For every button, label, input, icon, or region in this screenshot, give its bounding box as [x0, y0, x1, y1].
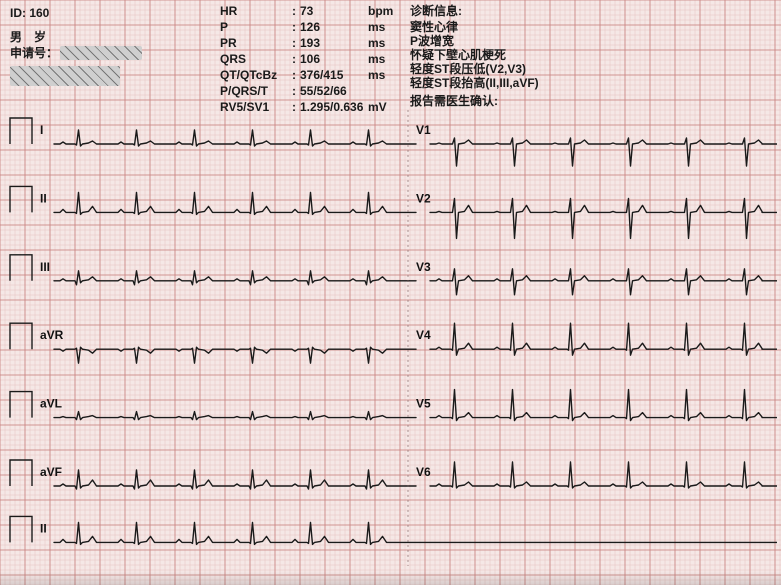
- ecg-traces: I V1 II V2 III V3 aVR V4 aVL V5 aVF V6 II: [4, 110, 777, 580]
- param-unit: ms: [368, 36, 385, 50]
- diagnosis-line: 轻度ST段压低(V2,V3): [410, 62, 610, 76]
- param-value: 126: [300, 20, 362, 34]
- param-value: 1.295/0.636: [300, 100, 362, 114]
- lead-label: I: [40, 123, 43, 137]
- param-unit: ms: [368, 68, 385, 82]
- redacted-request-no: [60, 46, 142, 60]
- lead-label: V3: [416, 260, 431, 274]
- param-row: P/QRS/T:55/52/66: [220, 84, 410, 98]
- param-key: PR: [220, 36, 288, 50]
- lead-label: aVL: [40, 397, 62, 411]
- lead-label: II: [40, 191, 47, 205]
- diagnosis-line: P波增宽: [410, 34, 610, 48]
- param-value: 193: [300, 36, 362, 50]
- header-diagnosis-col: 诊断信息: 窦性心律P波增宽怀疑下壁心肌梗死轻度ST段压低(V2,V3)轻度ST…: [410, 4, 610, 108]
- param-colon: :: [288, 68, 300, 82]
- lead-label: V1: [416, 123, 431, 137]
- param-colon: :: [288, 100, 300, 114]
- param-value: 73: [300, 4, 362, 18]
- lead-label: aVF: [40, 465, 62, 479]
- param-colon: :: [288, 4, 300, 18]
- param-row: HR:73 bpm: [220, 4, 410, 18]
- param-unit: ms: [368, 20, 385, 34]
- param-unit: bpm: [368, 4, 393, 18]
- confirm-label: 报告需医生确认:: [410, 94, 498, 108]
- lead-label: II: [40, 521, 47, 535]
- param-row: QT/QTcBz:376/415 ms: [220, 68, 410, 82]
- lead-label: V2: [416, 191, 431, 205]
- header-params-col: HR:73bpmP:126msPR:193msQRS:106msQT/QTcBz…: [220, 4, 410, 108]
- param-row: RV5/SV1:1.295/0.636 mV: [220, 100, 410, 114]
- param-key: QT/QTcBz: [220, 68, 288, 82]
- param-row: P:126 ms: [220, 20, 410, 34]
- param-key: RV5/SV1: [220, 100, 288, 114]
- header-patient-col: ID: 160 男 岁 申请号：: [10, 4, 220, 108]
- param-unit: ms: [368, 52, 385, 66]
- diagnosis-line: 轻度ST段抬高(II,III,aVF): [410, 76, 610, 90]
- param-key: QRS: [220, 52, 288, 66]
- param-colon: :: [288, 36, 300, 50]
- lead-area: I V1 II V2 III V3 aVR V4 aVL V5 aVF V6 II: [4, 110, 777, 577]
- sex-age: 男 岁: [10, 30, 46, 44]
- param-row: PR:193 ms: [220, 36, 410, 50]
- param-key: HR: [220, 4, 288, 18]
- bottom-shadow: [0, 571, 781, 585]
- lead-label: V6: [416, 465, 431, 479]
- param-value: 376/415: [300, 68, 362, 82]
- id-label: ID: 160: [10, 6, 49, 20]
- param-colon: :: [288, 84, 300, 98]
- ecg-sheet: ID: 160 男 岁 申请号： HR:73bpmP:126msPR:193ms…: [0, 0, 781, 585]
- diagnosis-line: 怀疑下壁心肌梗死: [410, 48, 610, 62]
- param-unit: mV: [368, 100, 387, 114]
- lead-label: III: [40, 260, 50, 274]
- param-value: 106: [300, 52, 362, 66]
- param-value: 55/52/66: [300, 84, 362, 98]
- param-key: P: [220, 20, 288, 34]
- param-colon: :: [288, 20, 300, 34]
- request-no-label: 申请号：: [10, 46, 58, 60]
- lead-label: aVR: [40, 328, 64, 342]
- param-key: P/QRS/T: [220, 84, 288, 98]
- param-row: QRS:106 ms: [220, 52, 410, 66]
- diagnosis-line: 窦性心律: [410, 20, 610, 34]
- param-colon: :: [288, 52, 300, 66]
- lead-label: V4: [416, 328, 431, 342]
- report-header: ID: 160 男 岁 申请号： HR:73bpmP:126msPR:193ms…: [0, 0, 781, 108]
- redacted-block: [10, 66, 120, 86]
- lead-label: V5: [416, 397, 431, 411]
- diagnosis-title: 诊断信息:: [410, 4, 462, 18]
